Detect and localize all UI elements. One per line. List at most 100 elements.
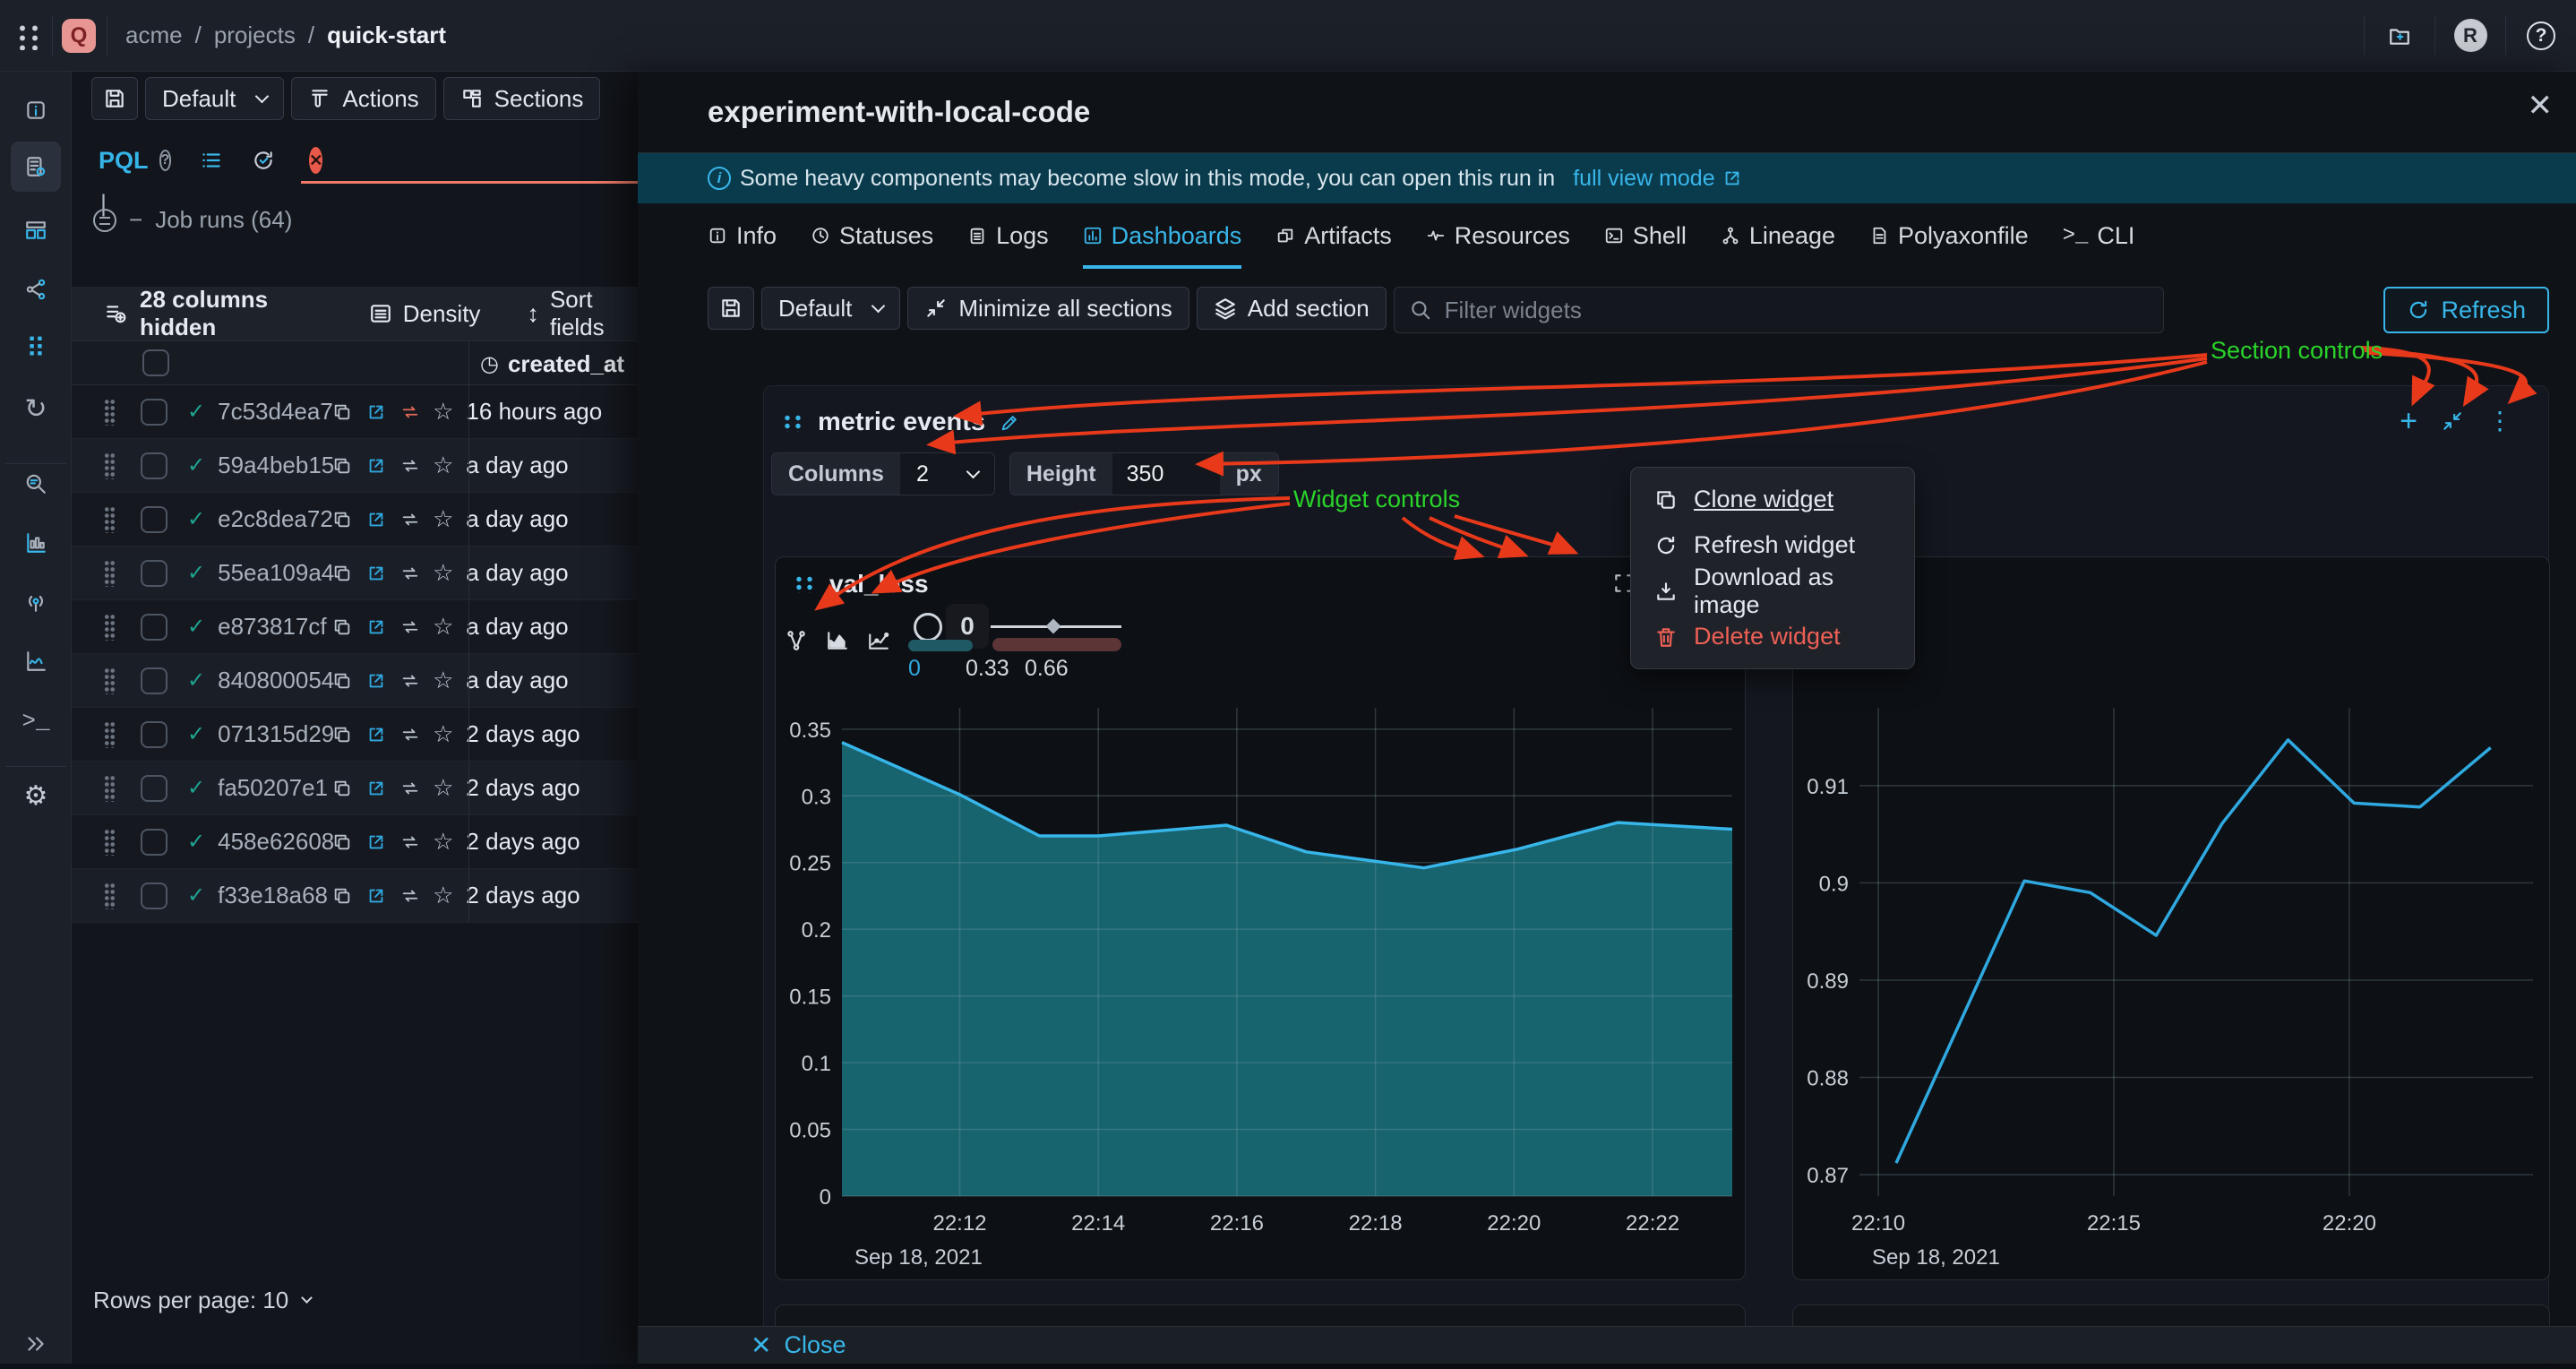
open-run-icon[interactable]: [366, 456, 386, 476]
tab-dashboards[interactable]: Dashboards: [1082, 211, 1242, 269]
table-row[interactable]: ✓ fa50207e1 ☆ 2 days ago: [72, 762, 638, 815]
val-loss-chart[interactable]: 22:12 22:14 22:16 22:18 22:20 22:22 0 0.05 0.1 0.…: [777, 688, 1745, 1275]
tab-logs[interactable]: Logs: [967, 211, 1049, 269]
columns-select[interactable]: 2: [899, 453, 994, 495]
compare-icon[interactable]: [400, 671, 420, 691]
close-drawer-icon[interactable]: ✕: [2527, 89, 2554, 123]
copy-icon[interactable]: [332, 671, 352, 691]
edit-section-pencil-icon[interactable]: [1000, 413, 1019, 433]
run-id-link[interactable]: 55ea109a4: [218, 559, 335, 586]
query-list-icon[interactable]: [200, 149, 223, 172]
collapse-section-icon[interactable]: [2441, 409, 2464, 433]
compare-icon[interactable]: [400, 564, 420, 583]
table-row[interactable]: ✓ 55ea109a4 ☆ a day ago: [72, 547, 638, 600]
sidebar-item-insights[interactable]: [11, 636, 61, 686]
sidebar-item-events[interactable]: [11, 577, 61, 627]
breadcrumb-project[interactable]: quick-start: [327, 22, 447, 48]
add-section-button[interactable]: Add section: [1196, 287, 1387, 330]
menu-item-delete-widget[interactable]: Delete widget: [1631, 614, 1914, 659]
row-checkbox[interactable]: [141, 828, 167, 856]
open-run-icon[interactable]: [366, 617, 386, 637]
sidebar-item-query[interactable]: [11, 459, 61, 509]
job-runs-summary[interactable]: − Job runs (64): [93, 206, 292, 234]
compare-icon[interactable]: [400, 456, 420, 476]
run-id-link[interactable]: e2c8dea72: [218, 505, 333, 532]
bookmark-star-icon[interactable]: ☆: [433, 505, 454, 532]
avatar[interactable]: R: [2453, 19, 2487, 52]
save-view-button[interactable]: [91, 77, 138, 120]
slider-handle[interactable]: [914, 613, 942, 641]
drag-handle-icon[interactable]: [104, 613, 115, 641]
dashboard-select[interactable]: Default: [761, 287, 901, 330]
new-project-button[interactable]: [2365, 0, 2434, 71]
compare-icon[interactable]: [400, 725, 420, 745]
close-button[interactable]: ✕ Close: [751, 1331, 846, 1359]
drag-handle-icon[interactable]: [104, 828, 115, 856]
open-run-icon[interactable]: [366, 886, 386, 906]
drag-handle-icon[interactable]: [104, 398, 115, 426]
sidebar-item-matrix[interactable]: ⠿: [11, 324, 61, 375]
copy-icon[interactable]: [332, 456, 352, 476]
menu-item-download-image[interactable]: Download as image: [1631, 564, 1914, 618]
sidebar-item-lineage[interactable]: [11, 264, 61, 314]
sidebar-item-metrics[interactable]: [11, 518, 61, 568]
open-run-icon[interactable]: [366, 402, 386, 422]
compare-icon[interactable]: [400, 617, 420, 637]
sidebar-item-dashboards[interactable]: [11, 205, 61, 255]
row-checkbox[interactable]: [141, 667, 167, 694]
run-id-link[interactable]: 840800054: [218, 667, 335, 693]
drag-handle-icon[interactable]: [104, 882, 115, 909]
table-row[interactable]: ✓ 071315d29 ☆ 2 days ago: [72, 708, 638, 762]
project-logo[interactable]: Q: [62, 18, 96, 53]
table-row[interactable]: ✓ 458e62608 ☆ 2 days ago: [72, 815, 638, 869]
bookmark-star-icon[interactable]: ☆: [433, 720, 454, 747]
tab-statuses[interactable]: Statuses: [811, 211, 933, 269]
tab-shell[interactable]: Shell: [1604, 211, 1687, 269]
open-run-icon[interactable]: [366, 832, 386, 852]
row-checkbox[interactable]: [141, 559, 167, 587]
tab-polyaxonfile[interactable]: Polyaxonfile: [1869, 211, 2029, 269]
expand-sidebar-button[interactable]: [11, 1319, 61, 1369]
actions-button[interactable]: Actions: [291, 77, 436, 120]
refresh-button[interactable]: Refresh: [2383, 287, 2549, 333]
table-row[interactable]: ✓ f33e18a68 ☆ 2 days ago: [72, 869, 638, 923]
compare-icon[interactable]: [400, 510, 420, 530]
compare-icon[interactable]: [400, 779, 420, 798]
row-checkbox[interactable]: [141, 720, 167, 748]
row-checkbox[interactable]: [141, 882, 167, 909]
height-control[interactable]: Height px: [1009, 452, 1279, 495]
section-kebab-icon[interactable]: ⋮: [2487, 407, 2512, 435]
run-id-link[interactable]: 7c53d4ea7: [218, 398, 333, 425]
tab-info[interactable]: Info: [708, 211, 777, 269]
columns-control[interactable]: Columns 2: [771, 452, 995, 495]
bookmark-star-icon[interactable]: ☆: [433, 452, 454, 478]
row-checkbox[interactable]: [141, 505, 167, 533]
copy-icon[interactable]: [332, 564, 352, 583]
compare-icon[interactable]: [400, 402, 420, 422]
help-button[interactable]: ?: [2506, 0, 2576, 71]
open-run-icon[interactable]: [366, 510, 386, 530]
table-row[interactable]: ✓ 840800054 ☆ a day ago: [72, 654, 638, 708]
run-id-link[interactable]: 458e62608: [218, 828, 335, 855]
height-input[interactable]: [1112, 453, 1220, 495]
drag-handle-icon[interactable]: [104, 452, 115, 479]
row-checkbox[interactable]: [141, 774, 167, 802]
bookmark-star-icon[interactable]: ☆: [433, 667, 454, 693]
run-id-link[interactable]: f33e18a68: [218, 882, 329, 908]
table-row[interactable]: ✓ 59a4beb15 ☆ a day ago: [72, 439, 638, 493]
run-id-link[interactable]: 59a4beb15: [218, 452, 335, 478]
section-drag-handle-icon[interactable]: [782, 413, 803, 432]
filter-widgets-box[interactable]: [1393, 287, 2164, 333]
user-menu[interactable]: R: [2435, 0, 2505, 71]
copy-icon[interactable]: [332, 617, 352, 637]
clear-query-icon[interactable]: ✕: [309, 147, 323, 174]
drag-handle-icon[interactable]: [104, 559, 115, 587]
trend-chart-icon[interactable]: [867, 629, 890, 652]
copy-icon[interactable]: [332, 725, 352, 745]
full-view-mode-link[interactable]: full view mode: [1573, 166, 1741, 192]
drag-handle-icon[interactable]: [104, 774, 115, 802]
tab-resources[interactable]: Resources: [1426, 211, 1570, 269]
collapse-node[interactable]: −: [129, 206, 143, 233]
tab-cli[interactable]: >_ CLI: [2062, 221, 2135, 249]
sidebar-item-info[interactable]: [11, 85, 61, 135]
